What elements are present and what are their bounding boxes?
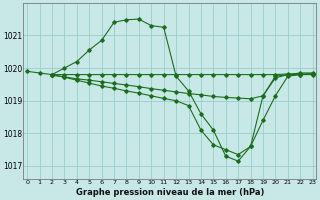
X-axis label: Graphe pression niveau de la mer (hPa): Graphe pression niveau de la mer (hPa): [76, 188, 264, 197]
